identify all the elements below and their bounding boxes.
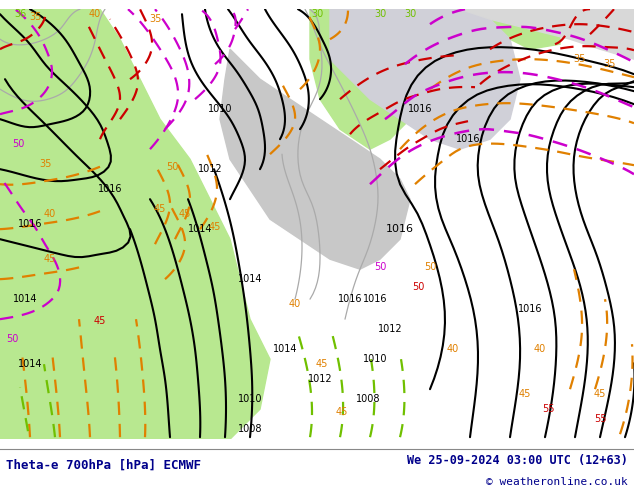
Polygon shape xyxy=(310,9,420,149)
Text: 35: 35 xyxy=(149,14,161,24)
Text: 1016: 1016 xyxy=(386,224,414,234)
Polygon shape xyxy=(330,9,520,149)
Text: 1010: 1010 xyxy=(208,104,232,114)
Text: 50: 50 xyxy=(6,334,18,344)
Text: 1014: 1014 xyxy=(13,294,37,304)
Text: 45: 45 xyxy=(179,209,191,219)
Text: We 25-09-2024 03:00 UTC (12+63): We 25-09-2024 03:00 UTC (12+63) xyxy=(407,454,628,466)
Text: 1016: 1016 xyxy=(456,134,480,144)
Text: 1012: 1012 xyxy=(378,324,403,334)
Polygon shape xyxy=(480,9,560,49)
Text: 1012: 1012 xyxy=(198,164,223,174)
Text: 30: 30 xyxy=(311,9,323,19)
Text: 45: 45 xyxy=(94,316,106,326)
Text: 1008: 1008 xyxy=(238,424,262,434)
Text: 36: 36 xyxy=(14,9,26,19)
Text: 1016: 1016 xyxy=(98,184,122,194)
Text: 1012: 1012 xyxy=(307,374,332,384)
Text: 45: 45 xyxy=(209,222,221,232)
Text: 50: 50 xyxy=(166,162,178,172)
Text: 45: 45 xyxy=(44,254,56,264)
Polygon shape xyxy=(220,49,410,269)
Text: Theta-e 700hPa [hPa] ECMWF: Theta-e 700hPa [hPa] ECMWF xyxy=(6,459,202,471)
Text: 50: 50 xyxy=(424,262,436,272)
Polygon shape xyxy=(460,9,634,59)
Text: 1014: 1014 xyxy=(238,274,262,284)
Text: 1016: 1016 xyxy=(363,294,387,304)
Text: 1014: 1014 xyxy=(188,224,212,234)
Text: 1010: 1010 xyxy=(363,354,387,364)
Text: 50: 50 xyxy=(374,262,386,272)
Text: 55: 55 xyxy=(541,404,554,414)
Text: 30: 30 xyxy=(404,9,416,19)
Text: 50: 50 xyxy=(412,282,424,292)
Text: 40: 40 xyxy=(89,9,101,19)
Text: 1014: 1014 xyxy=(18,359,42,369)
Text: 50: 50 xyxy=(12,139,24,149)
Text: 1016: 1016 xyxy=(518,304,542,314)
Text: 40: 40 xyxy=(534,344,546,354)
Text: 35: 35 xyxy=(29,12,41,22)
Text: © weatheronline.co.uk: © weatheronline.co.uk xyxy=(486,477,628,487)
Text: 55: 55 xyxy=(594,414,606,424)
Text: 45: 45 xyxy=(336,407,348,417)
Text: 30: 30 xyxy=(374,9,386,19)
Text: 40: 40 xyxy=(44,209,56,219)
Text: 45: 45 xyxy=(519,389,531,399)
Text: 35: 35 xyxy=(604,59,616,69)
Polygon shape xyxy=(0,9,270,439)
Text: 1008: 1008 xyxy=(356,394,380,404)
Text: 35: 35 xyxy=(574,54,586,64)
Text: 45: 45 xyxy=(594,389,606,399)
Text: 1014: 1014 xyxy=(273,344,297,354)
Text: 45: 45 xyxy=(316,359,328,369)
Text: 1016: 1016 xyxy=(18,219,42,229)
Text: 45: 45 xyxy=(154,204,166,214)
Text: 40: 40 xyxy=(289,299,301,309)
Text: 35: 35 xyxy=(39,159,51,169)
Text: 1010: 1010 xyxy=(238,394,262,404)
Text: 1016: 1016 xyxy=(338,294,362,304)
Text: 1016: 1016 xyxy=(408,104,432,114)
Text: 40: 40 xyxy=(447,344,459,354)
